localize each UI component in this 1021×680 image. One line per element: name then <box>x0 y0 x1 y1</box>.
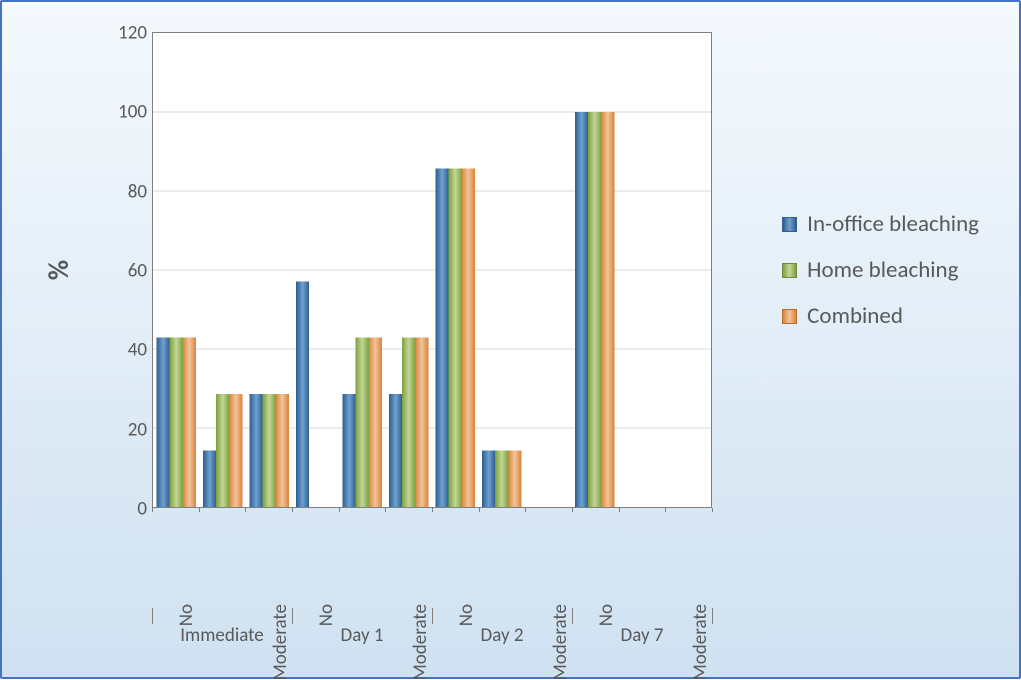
x-sub-label: No <box>315 604 338 626</box>
bar <box>449 168 462 507</box>
bar <box>575 112 588 507</box>
bar <box>183 338 196 507</box>
legend-label: In-office bleaching <box>807 210 979 238</box>
y-tick-label: 20 <box>128 418 153 441</box>
y-tick-label: 80 <box>128 180 153 203</box>
gridlines <box>153 112 711 428</box>
legend-label: Home bleaching <box>807 256 958 284</box>
x-sub-label: Moderate <box>689 604 712 680</box>
bar <box>250 394 263 507</box>
plot-svg <box>153 33 711 507</box>
y-tick-label: 100 <box>118 101 153 124</box>
bar <box>216 394 229 507</box>
bars <box>157 112 615 507</box>
x-group-label: Immediate <box>180 624 263 647</box>
bar <box>482 451 495 507</box>
y-axis-title: % <box>41 260 76 280</box>
bar <box>263 394 276 507</box>
bar <box>343 394 356 507</box>
y-tick-label: 0 <box>137 498 153 521</box>
legend: In-office bleaching Home bleaching Combine… <box>782 192 979 348</box>
bar <box>415 338 428 507</box>
legend-label: Combined <box>807 302 903 330</box>
bar <box>170 338 183 507</box>
legend-item: In-office bleaching <box>782 210 979 238</box>
bar <box>495 451 508 507</box>
bar <box>157 338 170 507</box>
x-sub-label: Moderate <box>409 604 432 680</box>
y-tick-label: 60 <box>128 260 153 283</box>
bar <box>508 451 521 507</box>
legend-item: Combined <box>782 302 979 330</box>
x-axis: NoModerateImmediateNoModerateDay 1NoMode… <box>152 508 712 648</box>
x-group-label: Day 1 <box>341 624 384 647</box>
legend-item: Home bleaching <box>782 256 979 284</box>
bar <box>588 112 601 507</box>
bar <box>462 168 475 507</box>
legend-swatch <box>782 217 797 232</box>
chart-frame: % 020406080100120 NoModerateImmediateNoM… <box>0 0 1021 679</box>
bar <box>229 394 242 507</box>
bar <box>356 338 369 507</box>
bar <box>203 451 216 507</box>
bar <box>436 168 449 507</box>
bar <box>276 394 289 507</box>
legend-swatch <box>782 309 797 324</box>
bar <box>389 394 402 507</box>
bar <box>369 338 382 507</box>
legend-swatch <box>782 263 797 278</box>
x-sub-label: Moderate <box>549 604 572 680</box>
plot-area: 020406080100120 <box>152 32 712 508</box>
x-group-label: Day 7 <box>621 624 664 647</box>
y-tick-label: 120 <box>118 22 153 45</box>
x-sub-label: No <box>175 604 198 626</box>
x-sub-label: No <box>595 604 618 626</box>
bar <box>402 338 415 507</box>
y-tick-label: 40 <box>128 339 153 362</box>
bar <box>296 281 309 507</box>
x-group-label: Day 2 <box>481 624 524 647</box>
x-sub-label: No <box>455 604 478 626</box>
bar <box>601 112 614 507</box>
x-sub-label: Moderate <box>269 604 292 680</box>
